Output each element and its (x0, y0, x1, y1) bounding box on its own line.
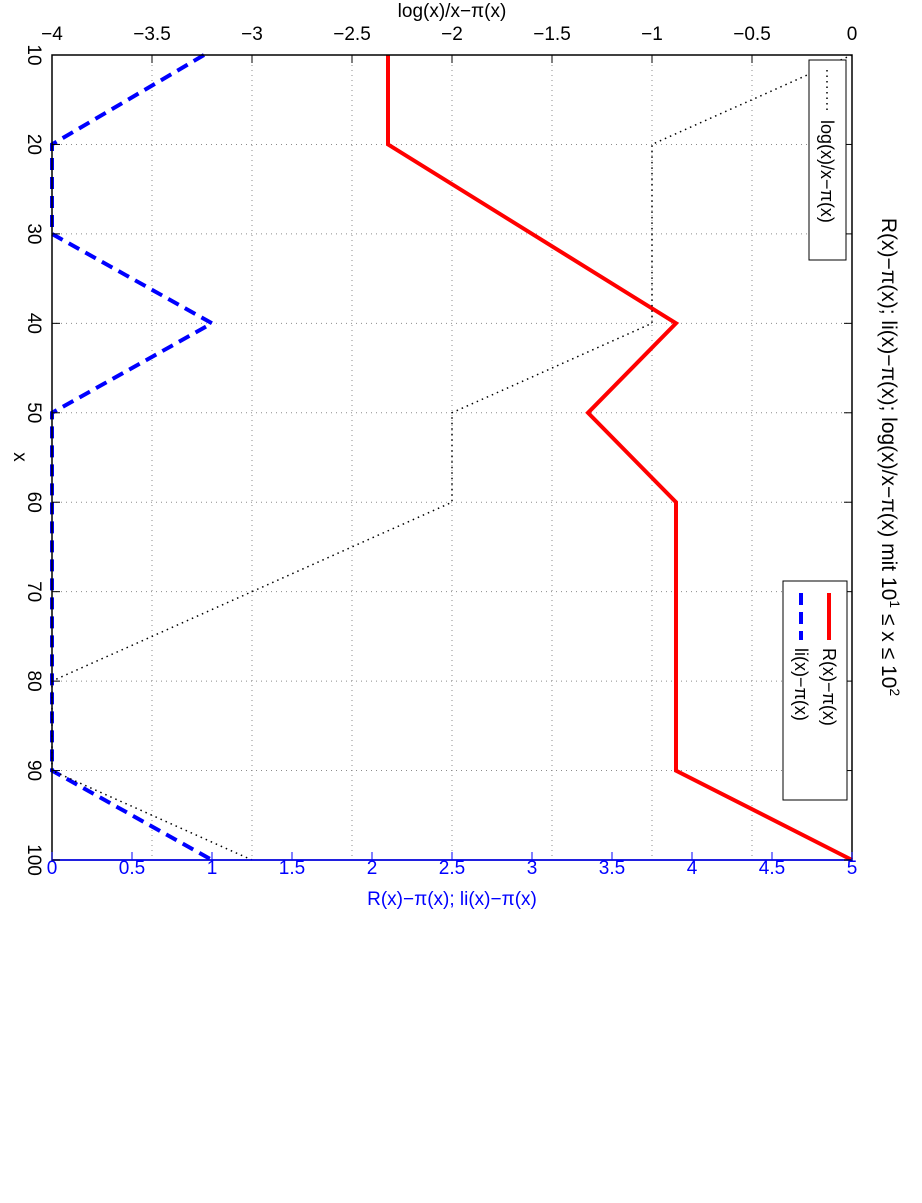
x-axis-label: x (9, 452, 30, 462)
x-tick-label: 100 (23, 844, 44, 876)
right-y-tick-label: 5 (847, 858, 858, 879)
legend-left: log(x)/x−π(x) (808, 59, 847, 261)
chart-title-sup-2: 2 (887, 688, 903, 696)
left-y-tick-label: −3 (241, 24, 263, 45)
series-line-2 (51, 54, 853, 861)
right-y-tick-label: 1 (207, 858, 218, 879)
x-tick-label: 20 (23, 134, 44, 155)
x-tick-label: 90 (23, 760, 44, 781)
legend-left-box (808, 59, 847, 261)
legend-label-li: li(x)−π(x) (791, 648, 811, 721)
left-y-tick-label: 0 (847, 24, 858, 45)
series-line-0 (386, 55, 853, 862)
x-tick-label: 40 (23, 313, 44, 334)
grid-lines (52, 55, 852, 860)
axis-ticks: 1020304050607080901000−0.5−1−1.5−2−2.5−3… (23, 24, 857, 879)
legend-label-log: log(x)/x−π(x) (817, 120, 837, 223)
legend-right: R(x)−π(x) li(x)−π(x) (782, 580, 848, 801)
left-y-tick-label: −4 (41, 24, 63, 45)
right-y-tick-label: 3 (527, 858, 538, 879)
chart-title-main: R(x)−π(x); li(x)−π(x); log(x)/x−π(x) mit… (877, 218, 900, 600)
left-y-axis-label: log(x)/x−π(x) (398, 1, 507, 22)
right-y-tick-label: 3.5 (599, 858, 625, 879)
left-y-tick-label: −1 (641, 24, 663, 45)
right-y-tick-label: 1.5 (279, 858, 305, 879)
chart-title-middle: ≤ x ≤ 10 (877, 608, 900, 688)
x-tick-label: 60 (23, 492, 44, 513)
left-y-tick-label: −3.5 (133, 24, 171, 45)
left-y-tick-label: −1.5 (533, 24, 571, 45)
right-y-tick-label: 4.5 (759, 858, 785, 879)
left-y-tick-label: −2.5 (333, 24, 371, 45)
chart-title: R(x)−π(x); li(x)−π(x); log(x)/x−π(x) mit… (877, 218, 903, 696)
right-y-tick-label: 2 (367, 858, 378, 879)
legend-label-r: R(x)−π(x) (819, 648, 839, 726)
left-y-tick-label: −0.5 (733, 24, 771, 45)
x-tick-label: 10 (23, 44, 44, 65)
x-tick-label: 70 (23, 581, 44, 602)
right-y-tick-label: 2.5 (439, 858, 465, 879)
x-tick-label: 80 (23, 671, 44, 692)
x-tick-label: 30 (23, 223, 44, 244)
right-y-tick-label: 0.5 (119, 858, 145, 879)
chart-title-sup-1: 1 (887, 600, 903, 608)
right-y-tick-label: 4 (687, 858, 698, 879)
x-tick-label: 50 (23, 402, 44, 423)
right-y-axis-label: R(x)−π(x); li(x)−π(x) (367, 889, 537, 910)
right-y-tick-label: 0 (47, 858, 58, 879)
left-y-tick-label: −2 (441, 24, 463, 45)
